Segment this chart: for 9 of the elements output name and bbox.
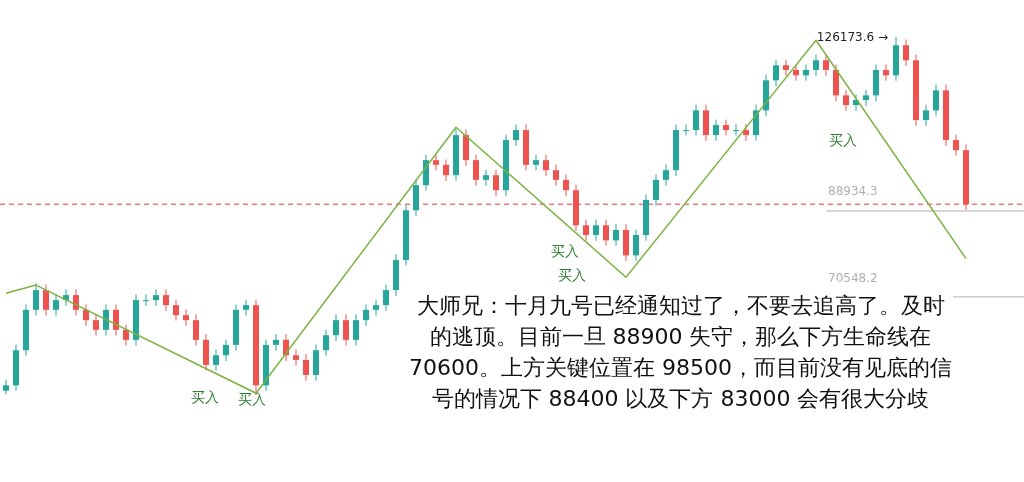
annotation: 大师兄：十月九号已经通知过了，不要去追高了。及时的逃顶。目前一旦 88900 失守，那么下方生命线在 70600。上方关键位置在 98500，而目前没有见底的信号的情况下 88400 以及下方 83000 会有很大分歧 [408,290,953,414]
annotation: 买入 [829,132,857,148]
annotation: 88934.3 [828,184,878,198]
annotation: 买入 [558,267,586,283]
annotation: 买入 [238,391,266,407]
annotation: 70548.2 [828,271,878,285]
annotation: 126173.6 → [816,30,888,44]
annotation: 买入 [551,243,579,259]
annotation: 买入 [191,389,219,405]
